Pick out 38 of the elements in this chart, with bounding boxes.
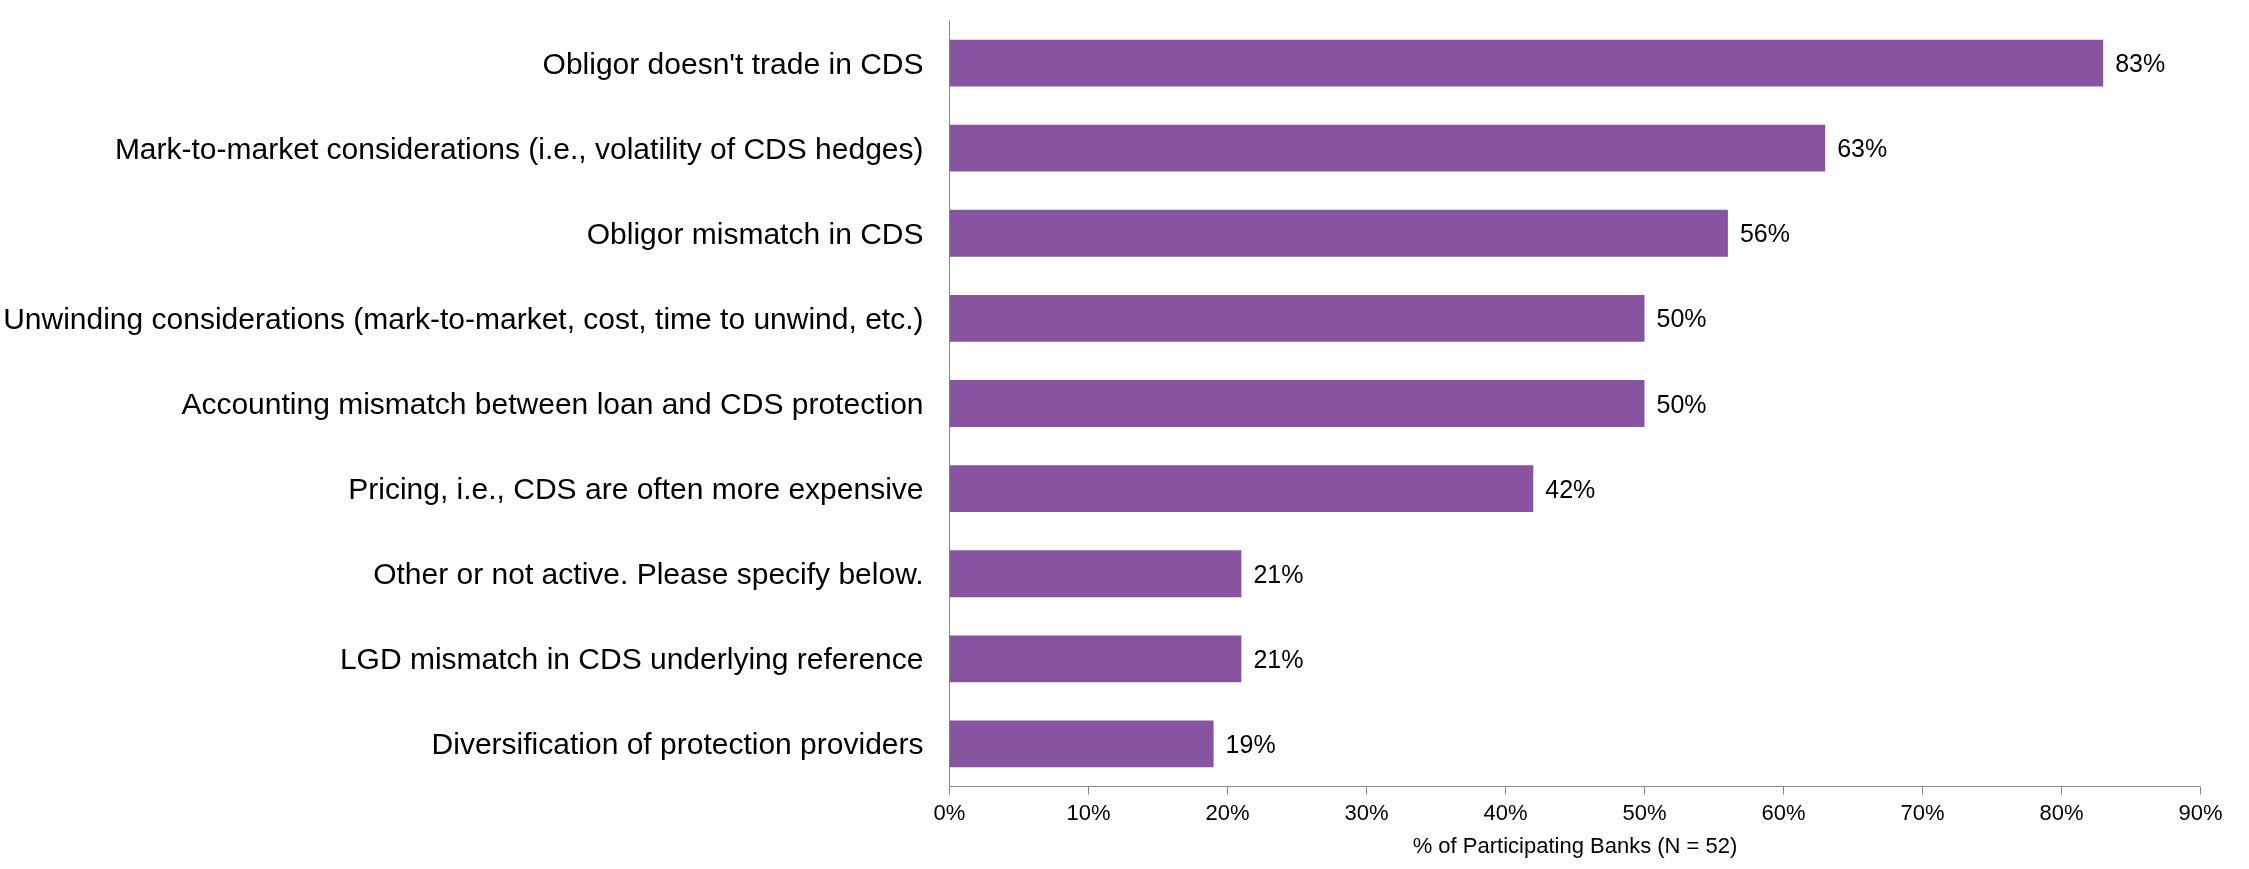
data-label: 50% — [1656, 304, 1707, 333]
bar — [949, 465, 1534, 513]
data-label: 42% — [1545, 474, 1596, 503]
y-tick-label: Other or not active. Please specify below. — [373, 557, 924, 591]
bar — [949, 720, 1214, 768]
data-label: 56% — [1739, 219, 1790, 248]
bar — [949, 550, 1242, 598]
bar — [949, 124, 1826, 172]
bar — [949, 294, 1645, 342]
x-tick-label: 20% — [1205, 799, 1250, 825]
y-tick-label: Accounting mismatch between loan and CDS protection — [181, 387, 924, 420]
y-tick-label: LGD mismatch in CDS underlying reference — [339, 642, 924, 676]
y-tick-label: Unwinding considerations (mark-to-market, cost, time to unwind, etc.) — [3, 301, 924, 335]
y-tick-label: Mark-to-market considerations (i.e., volatility of CDS hedges) — [114, 131, 924, 165]
x-tick-label: 10% — [1066, 799, 1111, 825]
x-axis-title: % of Participating Banks (N = 52) — [1412, 832, 1738, 858]
bar — [949, 209, 1728, 257]
data-label: 63% — [1837, 134, 1888, 163]
x-tick-label: 70% — [1900, 799, 1945, 825]
x-tick-label: 30% — [1344, 799, 1389, 825]
x-tick-label: 80% — [2039, 799, 2084, 825]
bar — [949, 39, 2104, 87]
x-tick-label: 90% — [2178, 799, 2223, 825]
data-label: 21% — [1253, 644, 1304, 673]
data-label: 19% — [1225, 729, 1276, 758]
x-tick-label: 40% — [1483, 799, 1528, 825]
x-tick-label: 0% — [933, 799, 966, 825]
y-tick-label: Obligor mismatch in CDS — [586, 216, 924, 250]
y-tick-label: Diversification of protection providers — [431, 727, 924, 761]
x-tick-label: 60% — [1761, 799, 1806, 825]
y-tick-label: Obligor doesn't trade in CDS — [542, 46, 924, 80]
data-label: 21% — [1253, 559, 1304, 588]
data-label: 50% — [1656, 389, 1707, 418]
x-tick-label: 50% — [1622, 799, 1667, 825]
data-label: 83% — [2115, 49, 2166, 78]
bar — [949, 635, 1242, 683]
y-tick-label: Pricing, i.e., CDS are often more expensive — [348, 472, 924, 506]
bar — [949, 380, 1645, 427]
